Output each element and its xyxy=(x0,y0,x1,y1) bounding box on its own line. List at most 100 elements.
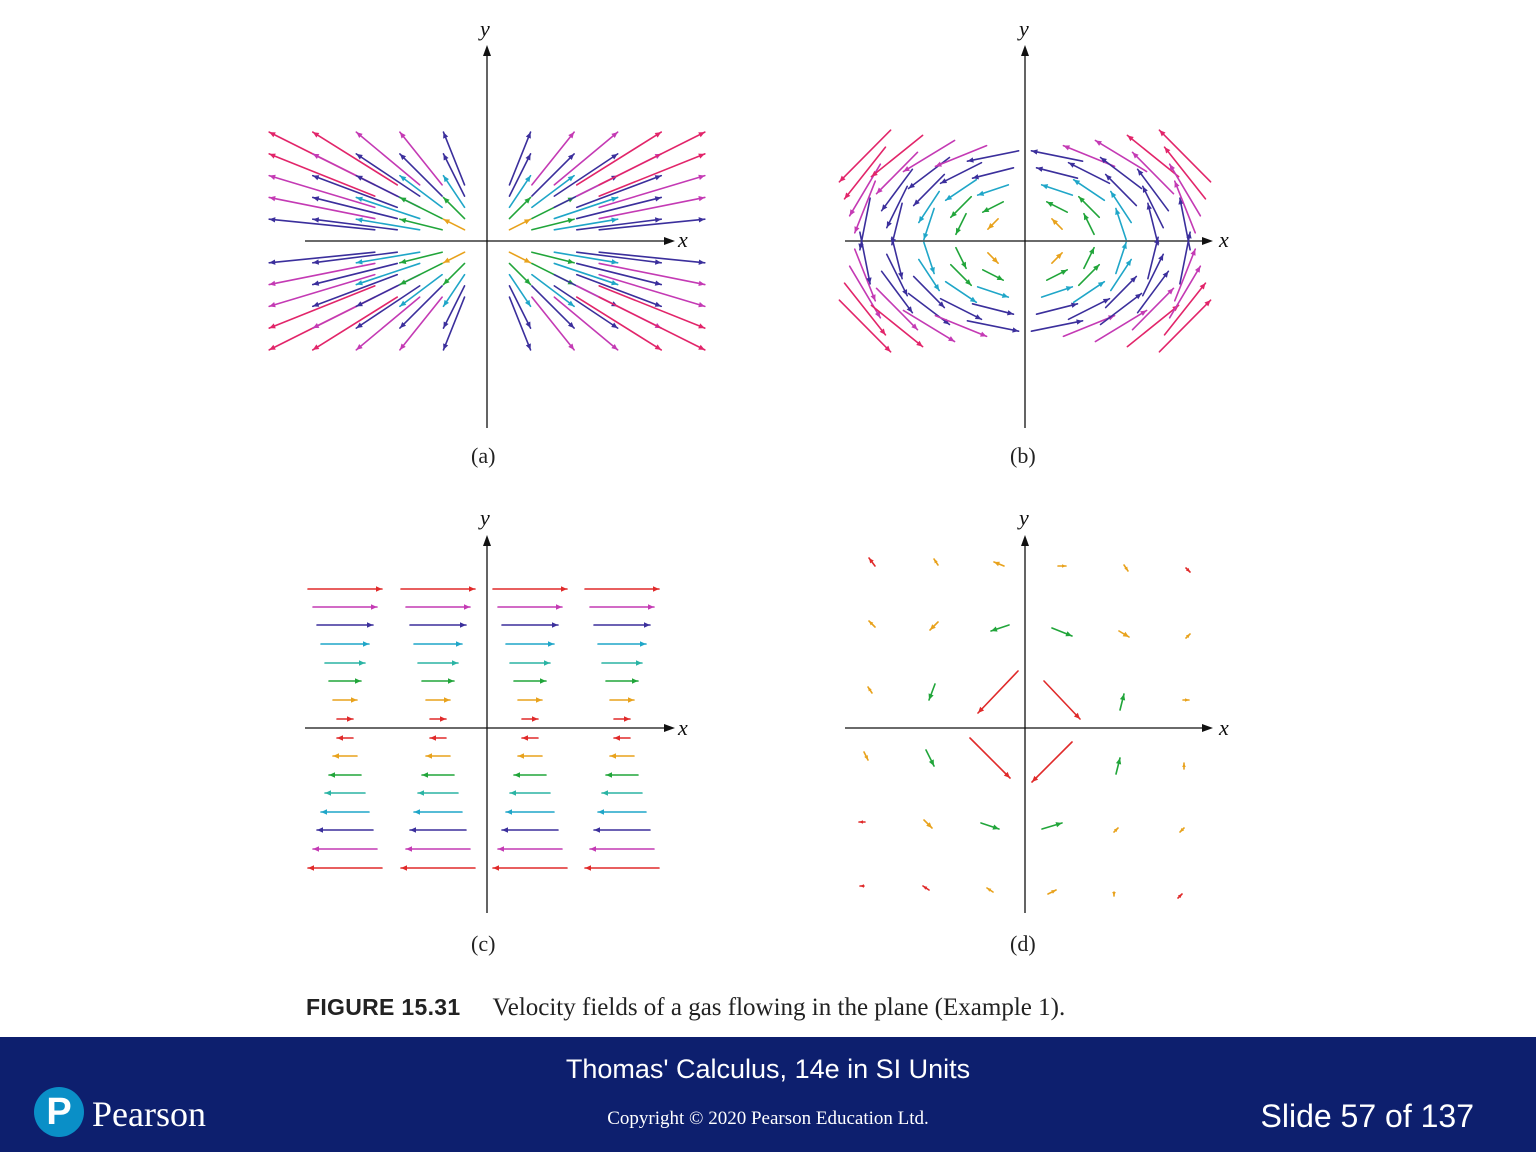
field-arrow-c xyxy=(589,846,655,852)
field-arrow-b xyxy=(966,320,1020,333)
field-arrow-a xyxy=(508,296,532,351)
field-arrow-b xyxy=(1035,166,1079,179)
field-arrow-b xyxy=(981,269,1005,281)
panel-a-label: (a) xyxy=(471,443,496,468)
pearson-logo-icon: P xyxy=(34,1087,84,1137)
field-arrow-b xyxy=(1030,149,1084,162)
field-arrow-b xyxy=(987,252,999,264)
field-arrow-c xyxy=(312,604,378,610)
field-arrow-c xyxy=(597,809,647,815)
field-arrow-c xyxy=(336,716,354,722)
field-arrow-d xyxy=(1031,741,1073,783)
field-arrow-d xyxy=(925,749,935,767)
field-arrow-b xyxy=(944,280,978,304)
field-arrow-d xyxy=(980,822,1000,830)
field-arrow-a xyxy=(399,273,443,308)
field-arrow-c xyxy=(328,772,362,778)
field-arrow-c xyxy=(517,697,543,703)
field-arrow-a xyxy=(508,131,532,186)
field-arrow-c xyxy=(497,846,563,852)
field-arrow-d xyxy=(1182,698,1190,702)
field-arrow-a xyxy=(531,273,575,308)
field-arrow-a xyxy=(399,218,443,231)
field-arrow-a xyxy=(355,196,421,220)
field-arrow-a xyxy=(531,296,575,351)
field-arrow-c xyxy=(593,622,651,628)
field-arrow-a xyxy=(553,131,619,186)
field-arrow-d xyxy=(977,670,1019,714)
field-arrow-b xyxy=(1083,246,1095,270)
field-arrow-a xyxy=(553,217,619,231)
field-arrow-a xyxy=(508,218,532,231)
field-arrow-b xyxy=(1045,269,1069,281)
field-arrow-b xyxy=(1115,207,1127,241)
field-arrow-b xyxy=(843,146,887,200)
field-arrow-a xyxy=(399,153,443,197)
field-arrow-a xyxy=(268,195,376,220)
field-arrow-c xyxy=(413,809,463,815)
field-arrow-b xyxy=(875,151,919,195)
field-arrow-b xyxy=(875,287,919,331)
field-arrow-c xyxy=(521,716,539,722)
field-arrow-a xyxy=(598,296,706,351)
field-arrow-a xyxy=(598,285,706,329)
field-arrow-b xyxy=(1131,287,1175,331)
field-arrow-a xyxy=(575,196,663,220)
panel-a-y-label: y xyxy=(480,16,490,41)
field-arrow-b xyxy=(838,129,892,183)
field-arrow-a xyxy=(442,285,466,329)
field-arrow-a xyxy=(598,273,706,308)
field-arrow-b xyxy=(853,248,877,302)
field-arrow-c xyxy=(332,753,358,759)
field-arrow-a xyxy=(575,131,663,186)
field-arrow-a xyxy=(311,196,399,220)
field-arrow-c xyxy=(400,865,476,871)
field-arrow-b xyxy=(1179,231,1192,285)
field-arrow-d xyxy=(1185,633,1191,639)
field-arrow-a xyxy=(553,262,619,286)
field-arrow-b xyxy=(1035,302,1079,315)
field-arrow-b xyxy=(1136,168,1170,212)
field-arrow-c xyxy=(405,604,471,610)
field-arrow-b xyxy=(1077,195,1101,219)
field-arrow-d xyxy=(923,819,933,829)
field-arrow-b xyxy=(971,167,1015,180)
field-arrow-a xyxy=(355,251,421,265)
field-arrow-c xyxy=(429,716,447,722)
field-arrow-b xyxy=(870,304,924,348)
field-arrow-b xyxy=(902,139,956,173)
field-arrow-b xyxy=(981,201,1005,213)
field-arrow-c xyxy=(425,697,451,703)
field-arrow-a xyxy=(598,153,706,197)
field-arrow-d xyxy=(859,884,865,888)
field-arrow-d xyxy=(1185,567,1191,573)
field-arrow-b xyxy=(987,218,999,230)
panel-d-y-label: y xyxy=(1019,505,1029,530)
field-arrow-c xyxy=(501,827,559,833)
field-arrow-c xyxy=(584,865,660,871)
panel-b-y-axis-arrowhead xyxy=(1021,45,1029,56)
field-arrow-b xyxy=(955,246,967,270)
field-arrow-b xyxy=(917,258,941,292)
field-arrow-a xyxy=(399,262,443,286)
field-arrow-a xyxy=(553,153,619,197)
field-arrow-b xyxy=(1083,212,1095,236)
field-arrow-a xyxy=(598,131,706,186)
field-arrow-a xyxy=(508,251,532,264)
field-arrow-b xyxy=(838,299,892,353)
field-arrow-a xyxy=(575,217,663,231)
field-arrow-a xyxy=(268,262,376,287)
field-arrow-a xyxy=(399,174,443,209)
field-arrow-b xyxy=(880,168,914,212)
field-arrow-b xyxy=(912,173,946,207)
field-arrow-b xyxy=(1141,253,1165,297)
field-arrow-b xyxy=(891,236,904,280)
panel-b-label: (b) xyxy=(1010,443,1036,468)
field-arrow-b xyxy=(1040,184,1074,196)
field-arrow-a xyxy=(508,285,532,329)
panel-b-x-label: x xyxy=(1219,227,1229,252)
field-arrow-b xyxy=(1146,202,1159,246)
field-arrow-b xyxy=(923,241,935,275)
field-arrow-b xyxy=(1168,265,1202,319)
field-arrow-b xyxy=(934,314,988,338)
